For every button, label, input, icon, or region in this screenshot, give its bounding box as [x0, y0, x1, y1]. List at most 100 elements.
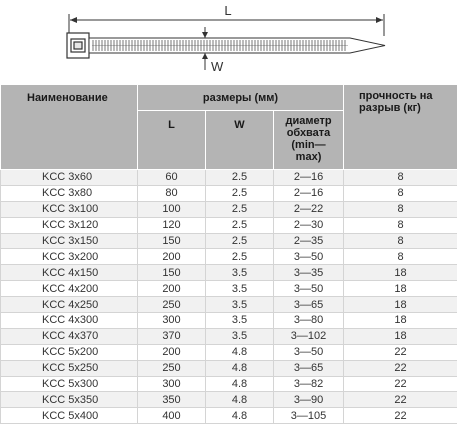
cell-width: 2.5: [205, 233, 274, 250]
cell-strength: 18: [343, 264, 457, 282]
header-diameter-line2: обхвата: [286, 127, 331, 139]
table-row: KCC 3x100 100 2.5 2—22 8: [0, 201, 457, 218]
table-row: KCC 4x150 150 3.5 3—35 18: [0, 264, 457, 282]
cell-diameter: 3—90: [272, 391, 345, 409]
header-diameter-line4: max): [295, 151, 322, 163]
cell-length: 300: [137, 376, 206, 393]
cell-strength: 8: [343, 169, 457, 186]
cell-width: 3.5: [205, 264, 274, 282]
cell-strength: 8: [343, 201, 457, 218]
header-dimensions: размеры (мм): [136, 84, 345, 111]
cell-width: 2.5: [205, 201, 274, 218]
table-row: KCC 3x120 120 2.5 2—30 8: [0, 217, 457, 234]
cell-width: 3.5: [205, 296, 274, 314]
cell-width: 4.8: [205, 376, 274, 393]
header-strength: прочность на разрыв (кг): [343, 84, 457, 170]
table-row: KCC 4x200 200 3.5 3—50 18: [0, 280, 457, 298]
cell-name: KCC 4x200: [0, 280, 138, 298]
table-row: KCC 3x60 60 2.5 2—16 8: [0, 169, 457, 186]
cell-width: 4.8: [205, 360, 274, 377]
header-strength-line1: прочность на: [359, 90, 433, 102]
cell-strength: 8: [343, 185, 457, 202]
cell-name: KCC 3x120: [0, 217, 138, 234]
cell-diameter: 2—30: [272, 217, 345, 234]
cell-name: KCC 4x150: [0, 264, 138, 282]
cable-tie-head: [66, 32, 90, 59]
cell-strength: 18: [343, 312, 457, 329]
cell-width: 3.5: [205, 328, 274, 345]
cell-length: 60: [137, 169, 206, 186]
cell-name: KCC 4x300: [0, 312, 138, 329]
length-label: L: [224, 3, 231, 18]
cell-strength: 8: [343, 248, 457, 266]
cell-diameter: 3—80: [272, 312, 345, 329]
header-width: W: [205, 110, 274, 170]
cell-name: KCC 3x150: [0, 233, 138, 250]
cell-diameter: 2—16: [272, 169, 345, 186]
cell-width: 2.5: [205, 185, 274, 202]
cell-diameter: 3—50: [272, 248, 345, 266]
cell-width: 2.5: [205, 217, 274, 234]
width-dimension: [202, 27, 208, 70]
cell-strength: 8: [343, 217, 457, 234]
cell-strength: 18: [343, 296, 457, 314]
cell-length: 120: [137, 217, 206, 234]
cell-diameter: 3—35: [272, 264, 345, 282]
cell-width: 2.5: [205, 248, 274, 266]
cell-name: KCC 3x200: [0, 248, 138, 266]
header-strength-line2: разрыв (кг): [359, 102, 421, 114]
cell-diameter: 3—105: [272, 407, 345, 425]
cell-width: 4.8: [205, 407, 274, 425]
cell-length: 80: [137, 185, 206, 202]
cell-length: 200: [137, 344, 206, 361]
cell-name: KCC 5x300: [0, 376, 138, 393]
table-row: KCC 4x300 300 3.5 3—80 18: [0, 312, 457, 329]
width-label: W: [211, 59, 224, 74]
cell-strength: 22: [343, 376, 457, 393]
table-row: KCC 5x300 300 4.8 3—82 22: [0, 376, 457, 393]
cell-name: KCC 3x60: [0, 169, 138, 186]
table-row: KCC 5x200 200 4.8 3—50 22: [0, 344, 457, 361]
cell-name: KCC 5x350: [0, 391, 138, 409]
cell-diameter: 3—50: [272, 344, 345, 361]
cell-width: 4.8: [205, 344, 274, 361]
cell-diameter: 3—50: [272, 280, 345, 298]
cell-name: KCC 4x370: [0, 328, 138, 345]
table-row: KCC 3x200 200 2.5 3—50 8: [0, 248, 457, 266]
cell-length: 200: [137, 248, 206, 266]
cell-strength: 18: [343, 280, 457, 298]
cell-diameter: 3—82: [272, 376, 345, 393]
cell-length: 250: [137, 296, 206, 314]
cell-name: KCC 3x100: [0, 201, 138, 218]
cell-diameter: 2—16: [272, 185, 345, 202]
cell-strength: 22: [343, 407, 457, 425]
cell-name: KCC 5x250: [0, 360, 138, 377]
cell-name: KCC 5x400: [0, 407, 138, 425]
header-diameter: диаметр обхвата (min— max): [272, 110, 345, 170]
header-diameter-line1: диаметр: [285, 115, 332, 127]
cell-length: 150: [137, 264, 206, 282]
cell-name: KCC 4x250: [0, 296, 138, 314]
cell-length: 350: [137, 391, 206, 409]
table-row: KCC 5x350 350 4.8 3—90 22: [0, 391, 457, 409]
cable-tie-strap: [88, 37, 386, 54]
table-row: KCC 3x80 80 2.5 2—16 8: [0, 185, 457, 202]
cell-length: 400: [137, 407, 206, 425]
cell-width: 3.5: [205, 312, 274, 329]
cell-width: 2.5: [205, 169, 274, 186]
cell-diameter: 3—102: [272, 328, 345, 345]
cell-name: KCC 5x200: [0, 344, 138, 361]
cell-length: 100: [137, 201, 206, 218]
length-dimension: [68, 14, 385, 36]
cell-strength: 22: [343, 344, 457, 361]
cell-diameter: 2—22: [272, 201, 345, 218]
cell-length: 200: [137, 280, 206, 298]
cell-length: 250: [137, 360, 206, 377]
cell-strength: 22: [343, 391, 457, 409]
cell-length: 150: [137, 233, 206, 250]
cable-tie-diagram: L W: [66, 3, 386, 74]
cell-strength: 22: [343, 360, 457, 377]
cell-diameter: 3—65: [272, 360, 345, 377]
table-body: KCC 3x60 60 2.5 2—16 8 KCC 3x80 80 2.5 2—16 8 KCC …: [0, 169, 457, 425]
cell-width: 3.5: [205, 280, 274, 298]
